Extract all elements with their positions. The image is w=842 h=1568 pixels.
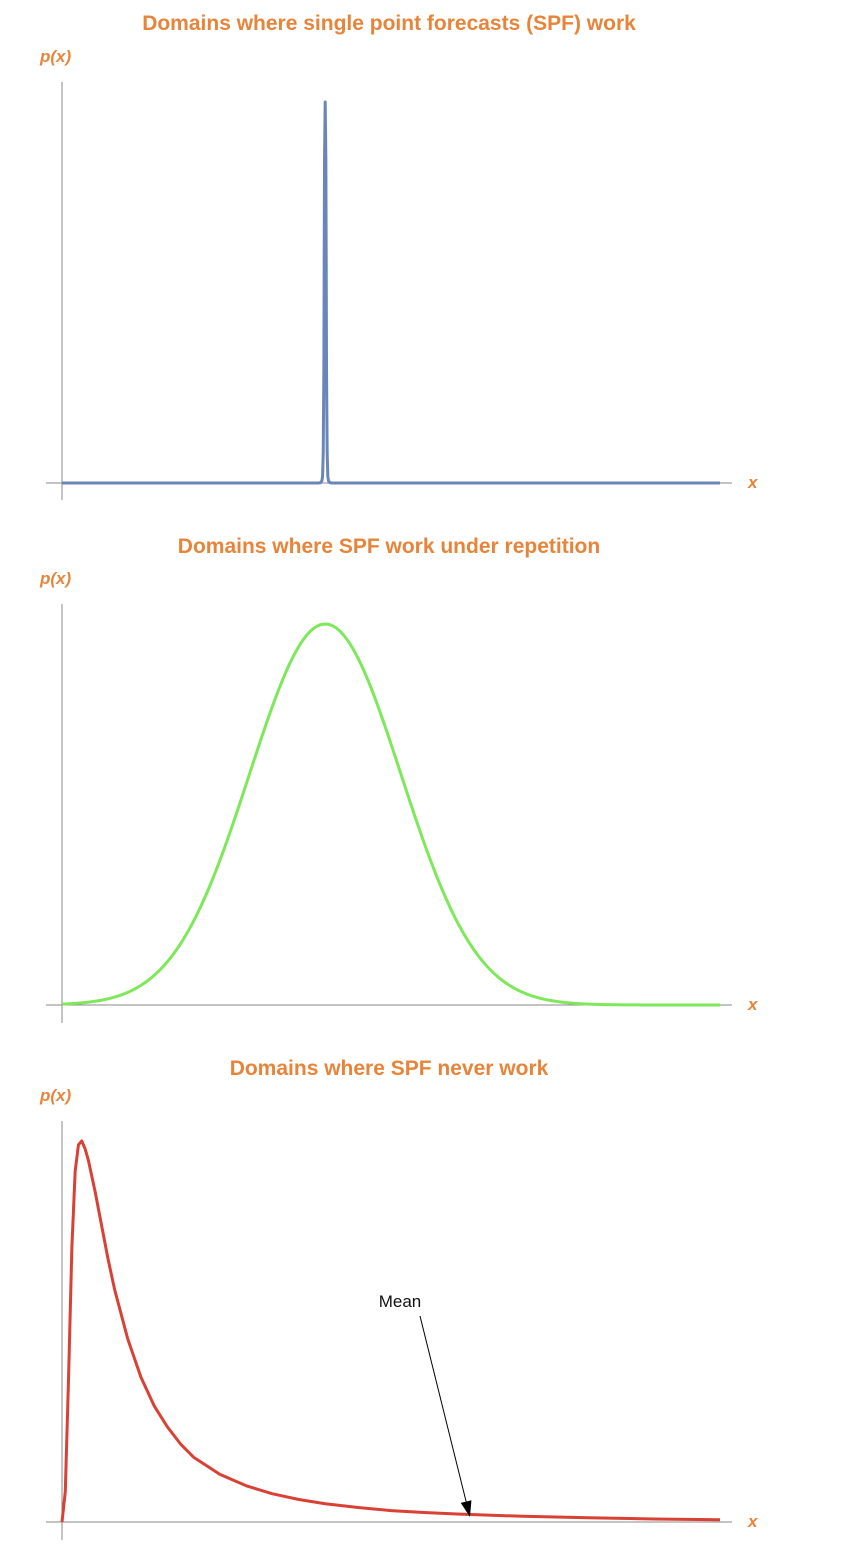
chart-title: Domains where single point forecasts (SP…: [142, 12, 636, 35]
y-axis-label: p(x): [39, 569, 72, 588]
series-line: [61, 622, 720, 1007]
annotation-label: Mean: [379, 1292, 422, 1311]
chart-spf-never: Domains where SPF never work p(x) x Mean: [39, 1057, 759, 1540]
y-axis-label: p(x): [39, 47, 72, 66]
chart-spf-repetition: Domains where SPF work under repetition …: [39, 535, 759, 1023]
mean-annotation: Mean: [379, 1292, 472, 1518]
x-axis-label: x: [747, 1512, 759, 1531]
x-axis-label: x: [747, 473, 759, 492]
annotation-arrow-line: [419, 1315, 467, 1502]
chart-title: Domains where SPF never work: [230, 1057, 549, 1080]
series-line: [62, 100, 720, 485]
annotation-arrow-head: [460, 1500, 472, 1518]
chart-spf-work: Domains where single point forecasts (SP…: [39, 12, 759, 500]
series-line: [60, 1139, 721, 1523]
chart-title: Domains where SPF work under repetition: [178, 535, 600, 558]
x-axis-label: x: [747, 995, 759, 1014]
y-axis-label: p(x): [39, 1086, 72, 1105]
